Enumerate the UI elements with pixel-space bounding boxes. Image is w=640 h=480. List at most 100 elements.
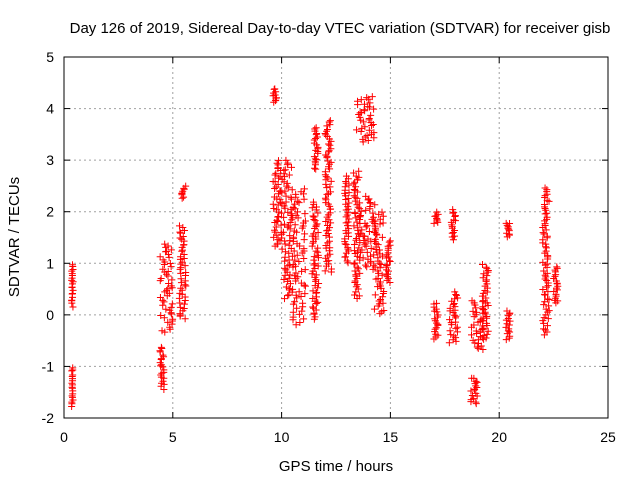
data-point [281, 166, 289, 174]
data-point [291, 221, 299, 229]
data-point [354, 224, 362, 232]
data-point [369, 265, 377, 273]
y-tick-label: -1 [42, 358, 55, 374]
data-point [484, 327, 492, 335]
data-point [295, 199, 303, 207]
data-point [350, 169, 358, 177]
data-point [357, 230, 365, 238]
data-point [161, 240, 169, 248]
data-point [326, 244, 334, 252]
data-point [353, 263, 361, 271]
data-point [282, 266, 290, 274]
data-point [181, 315, 189, 323]
data-point [280, 295, 288, 303]
plot-frame [63, 56, 609, 419]
data-point [168, 300, 176, 308]
data-point [290, 233, 298, 241]
data-point [301, 217, 309, 225]
data-point [69, 364, 77, 372]
data-point [377, 260, 385, 268]
data-point [159, 265, 167, 273]
data-point [270, 193, 278, 201]
data-point [312, 135, 320, 143]
data-point [175, 222, 183, 230]
data-point [286, 232, 294, 240]
data-point [506, 328, 514, 336]
data-point [159, 256, 167, 264]
data-point [482, 263, 490, 271]
data-point [327, 188, 335, 196]
data-point [450, 332, 458, 340]
y-tick-label: 1 [46, 255, 54, 271]
data-point [178, 189, 186, 197]
data-point [69, 303, 77, 311]
data-point [539, 236, 547, 244]
data-point [275, 174, 283, 182]
data-point [278, 189, 286, 197]
data-point [324, 125, 332, 133]
data-point [449, 301, 457, 309]
data-point [292, 190, 300, 198]
data-point [350, 260, 358, 268]
data-point [352, 214, 360, 222]
data-point [365, 227, 373, 235]
data-point [545, 197, 553, 205]
data-point [300, 315, 308, 323]
data-point [182, 269, 190, 277]
data-point [309, 303, 317, 311]
x-axis-label: GPS time / hours [279, 458, 393, 475]
data-point [434, 320, 442, 328]
data-point [433, 299, 441, 307]
data-point [290, 227, 298, 235]
data-point [470, 395, 478, 403]
data-point [483, 265, 491, 273]
data-point [543, 269, 551, 277]
data-point [312, 271, 320, 279]
data-point [469, 336, 477, 344]
data-point [365, 126, 373, 134]
data-point [180, 300, 188, 308]
data-point [281, 187, 289, 195]
data-point [301, 266, 309, 274]
x-tick-label: 25 [600, 429, 616, 445]
data-point [386, 237, 394, 245]
data-point [351, 193, 359, 201]
x-tick-label: 0 [60, 429, 68, 445]
data-point [176, 303, 184, 311]
data-point [374, 275, 382, 283]
data-point [361, 241, 369, 249]
data-point [370, 213, 378, 221]
x-tick-label: 5 [169, 429, 177, 445]
data-point [297, 293, 305, 301]
data-point [540, 200, 548, 208]
data-point [342, 172, 350, 180]
data-point [357, 207, 365, 215]
data-point [300, 254, 308, 262]
data-point [280, 166, 288, 174]
data-point [292, 321, 300, 329]
data-point [468, 374, 476, 382]
data-point [179, 223, 187, 231]
data-point [539, 286, 547, 294]
data-point [371, 235, 379, 243]
data-point [288, 186, 296, 194]
y-axis-label: SDTVAR / TECUs [6, 177, 23, 297]
data-point [177, 284, 185, 292]
data-point [162, 305, 170, 313]
data-point [326, 250, 334, 258]
data-point [545, 302, 553, 310]
data-point [278, 200, 286, 208]
data-point [280, 213, 288, 221]
data-point [544, 308, 552, 316]
data-point [452, 291, 460, 299]
data-point [278, 245, 286, 253]
data-point [483, 299, 491, 307]
data-point [362, 192, 370, 200]
axis-ticks: 0 5 10 15 20 25 -2 -1 0 1 2 3 4 5 [42, 49, 616, 445]
data-point [545, 307, 553, 315]
data-point [378, 271, 386, 279]
data-point [285, 274, 293, 282]
data-point [309, 287, 317, 295]
data-point [294, 273, 302, 281]
data-point [376, 278, 384, 286]
